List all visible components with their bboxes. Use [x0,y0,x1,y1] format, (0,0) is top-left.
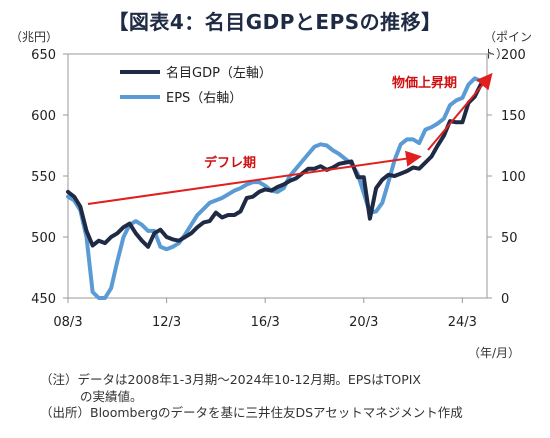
left-y-axis: 450 500 550 600 650 [31,48,68,307]
chart-title: 【図表4：名目GDPとEPSの推移】 [108,10,442,34]
left-y-tick-label: 650 [31,48,56,63]
x-axis: 08/3 12/3 16/3 20/3 24/3 [53,298,477,330]
right-y-tick-label: 200 [501,48,526,63]
series-layer [66,76,483,300]
note-line-1: （注）データは2008年1-3月期～2024年10-12月期。EPSはTOPIX [40,372,421,387]
eps-series-line [66,76,483,300]
x-axis-unit: （年/月） [468,346,521,360]
right-y-tick-label: 150 [501,109,526,124]
x-tick-label: 12/3 [152,315,181,330]
left-y-tick-label: 550 [31,170,56,185]
deflation-trend-arrow [87,150,422,205]
gdp-series-line [66,82,483,249]
left-y-tick-label: 600 [31,109,56,124]
legend: 名目GDP（左軸） EPS（右軸） [120,65,272,106]
inflation-label: 物価上昇期 [392,75,457,91]
x-tick-label: 16/3 [251,315,280,330]
inflation-trend-arrow [427,72,493,151]
left-y-tick-label: 500 [31,231,56,246]
x-tick-label: 24/3 [448,315,477,330]
right-y-tick-label: 100 [501,170,526,185]
legend-gdp-label: 名目GDP（左軸） [166,65,272,81]
note-line-2: の実績値。 [80,388,143,404]
right-y-tick-label: 0 [501,292,509,307]
annotation-layer: デフレ期 物価上昇期 [87,72,493,205]
note-line-3: （出所）Bloombergのデータを基に三井住友DSアセットマネジメント作成 [40,405,463,420]
right-axis-unit: （ポイント） [484,30,533,61]
right-y-tick-label: 50 [501,231,518,246]
x-tick-label: 20/3 [349,315,378,330]
x-tick-label: 08/3 [53,315,82,330]
left-y-tick-label: 450 [31,292,56,307]
deflation-label: デフレ期 [204,155,256,171]
legend-eps-label: EPS（右軸） [166,91,242,106]
right-y-axis: 0 50 100 150 200 [487,48,526,307]
footnotes: （注）データは2008年1-3月期～2024年10-12月期。EPSはTOPIX… [40,372,545,422]
left-axis-unit: （兆円） [10,30,59,44]
